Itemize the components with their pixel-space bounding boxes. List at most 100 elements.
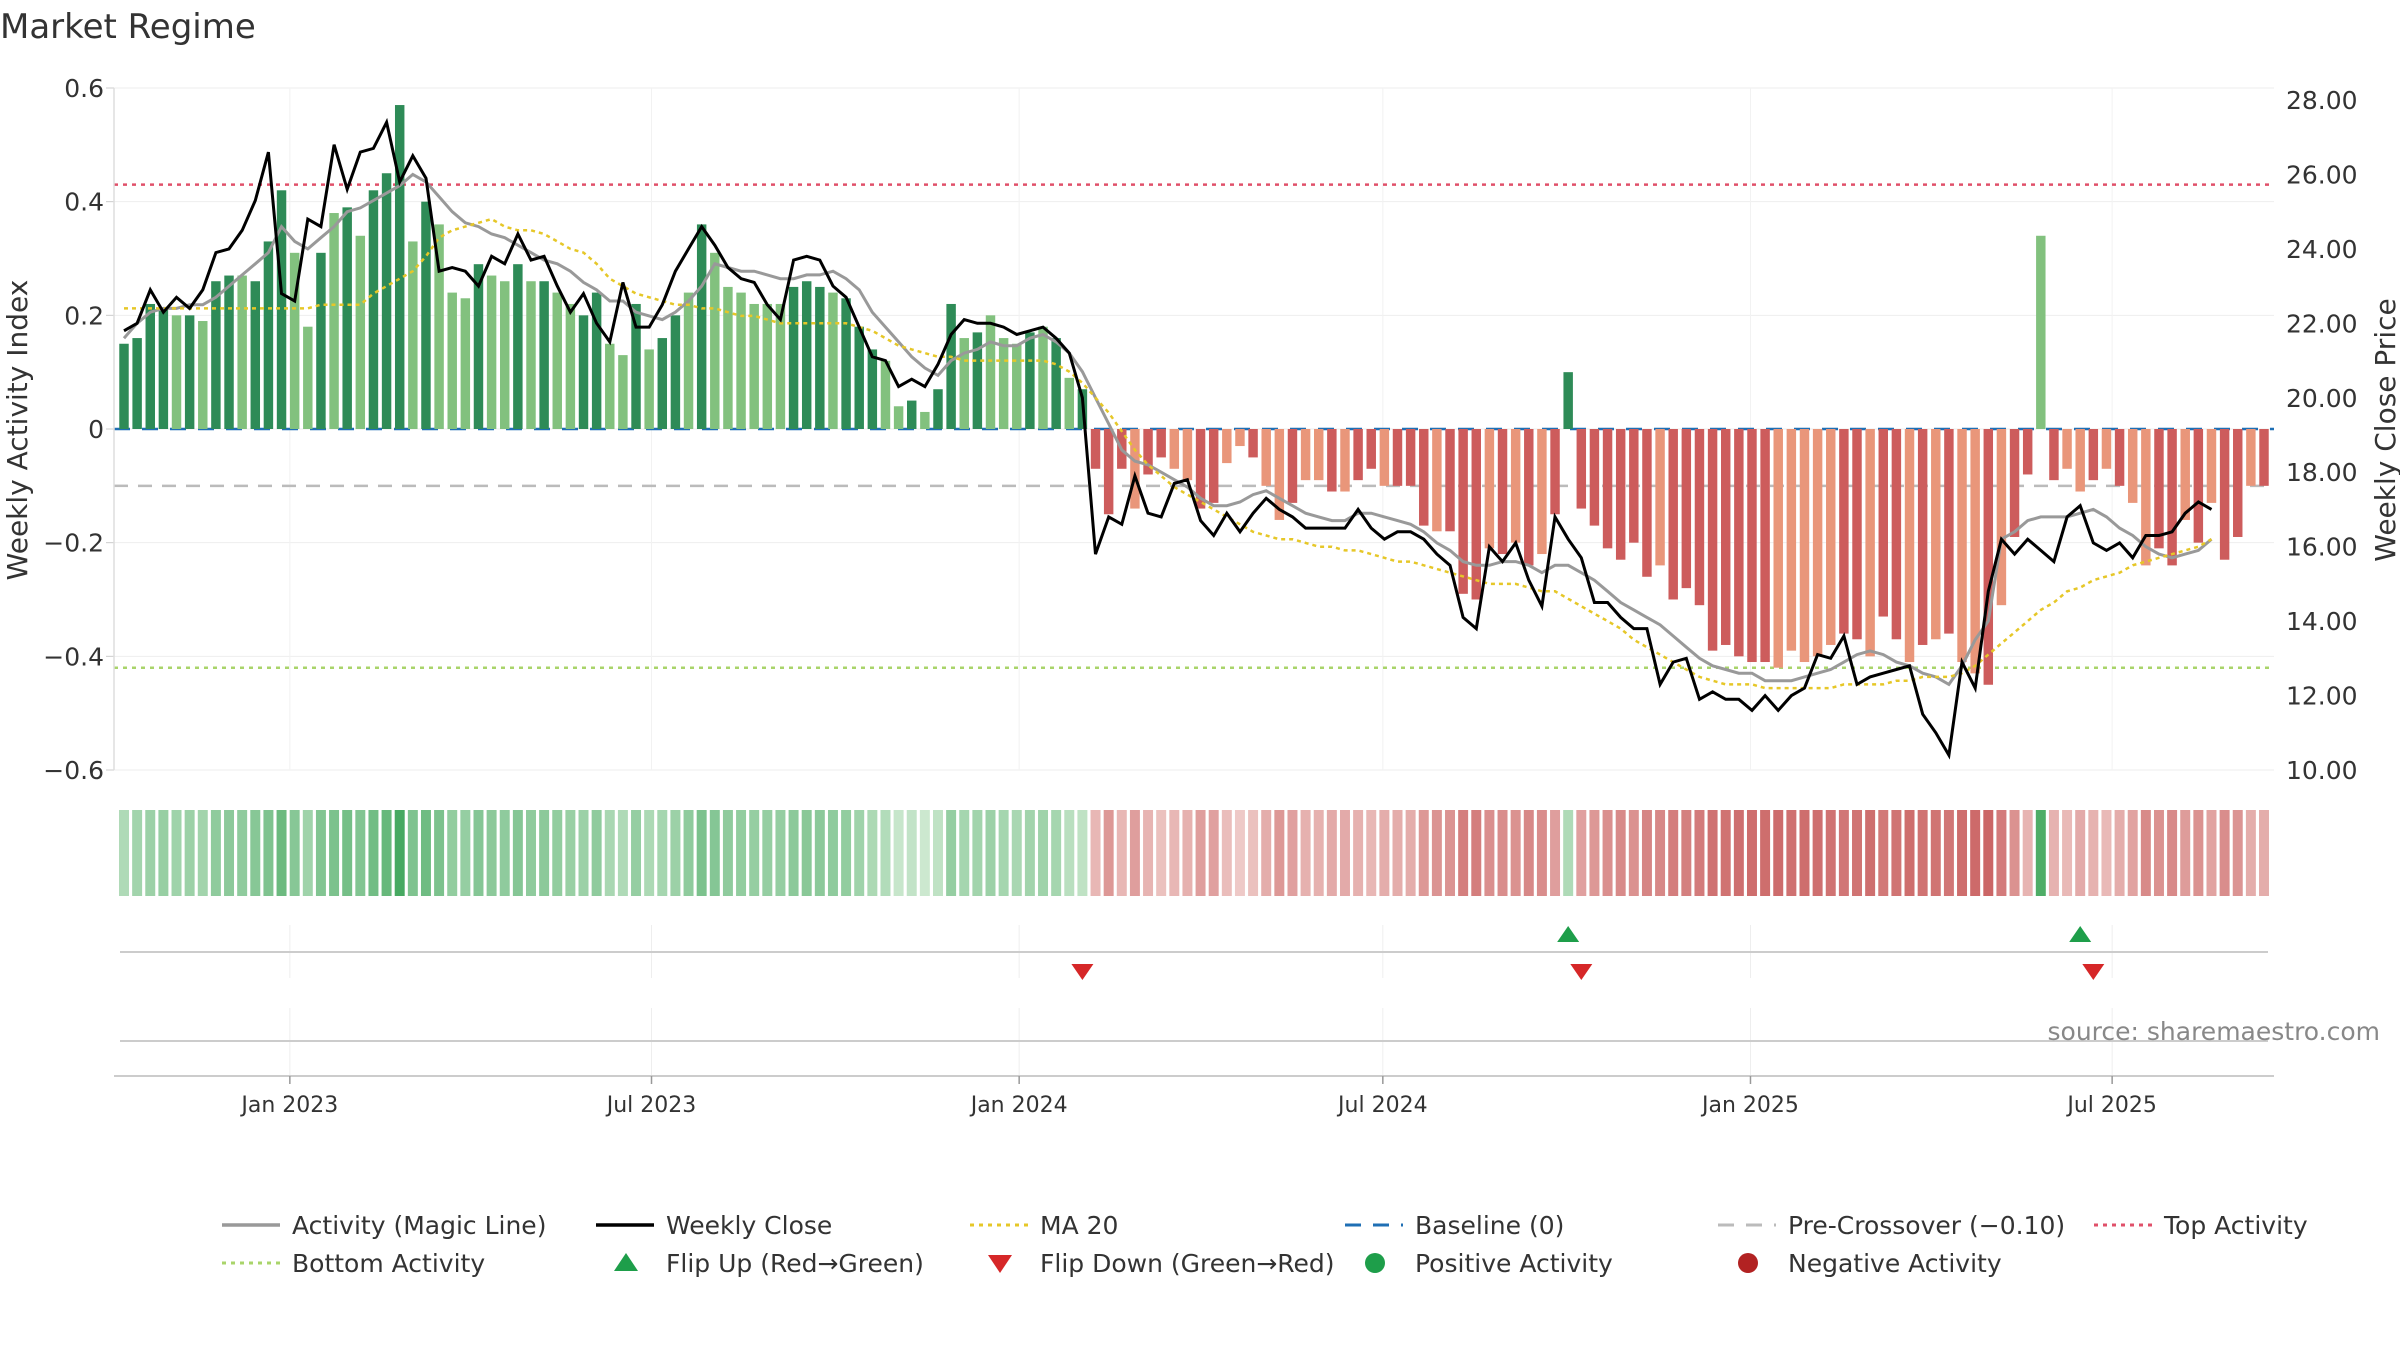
legend-item: Activity (Magic Line)	[222, 1211, 546, 1240]
regime-strip-cell	[1865, 810, 1876, 896]
activity-bar	[2101, 429, 2112, 469]
legend-item: Weekly Close	[596, 1211, 832, 1240]
regime-strip-cell	[709, 810, 720, 896]
activity-bar	[355, 235, 366, 429]
activity-bar	[2088, 429, 2099, 481]
activity-bar	[710, 252, 720, 429]
y-right-tick-label: 28.00	[2286, 86, 2358, 115]
activity-bar	[749, 303, 759, 429]
activity-bar	[1274, 429, 1285, 520]
regime-strip-cell	[1313, 810, 1324, 896]
legend-label: Pre-Crossover (−0.10)	[1788, 1211, 2065, 1240]
activity-bar	[959, 338, 969, 429]
activity-bar	[2022, 429, 2033, 475]
regime-strip-cell	[447, 810, 458, 896]
regime-strip-cell	[2075, 810, 2086, 896]
activity-bar	[1432, 429, 1442, 532]
regime-strip-cell	[2153, 810, 2164, 896]
activity-dots-panel	[114, 1008, 2274, 1077]
activity-bar	[552, 292, 562, 429]
activity-bar	[289, 252, 300, 429]
activity-bar	[1720, 429, 1731, 645]
activity-bar	[276, 190, 287, 429]
regime-strip-cell	[1392, 810, 1403, 896]
regime-strip-cell	[486, 810, 497, 896]
regime-strip-cell	[854, 810, 865, 896]
regime-strip-cell	[683, 810, 694, 896]
activity-bar	[303, 326, 313, 429]
chart-title: Market Regime	[0, 7, 256, 47]
regime-strip-cell	[775, 810, 786, 896]
legend: Activity (Magic Line) Weekly Close MA 20 Ba…	[222, 1211, 2308, 1278]
activity-bar	[1944, 429, 1954, 634]
y-right-tick-label: 14.00	[2286, 607, 2358, 636]
regime-strip-cell	[1838, 810, 1849, 896]
regime-strip-cell	[1418, 810, 1429, 896]
activity-bar	[1917, 429, 1928, 645]
regime-strip-cell	[158, 810, 169, 896]
activity-bar	[2154, 429, 2164, 549]
activity-bar	[1865, 429, 1875, 657]
activity-bar	[263, 241, 274, 429]
activity-bar	[1169, 429, 1180, 469]
activity-bar	[1445, 429, 1455, 532]
regime-strip-cell	[1983, 810, 1994, 896]
regime-strip-cell	[1379, 810, 1390, 896]
activity-bar	[513, 264, 523, 429]
activity-bar	[1313, 429, 1324, 481]
regime-strip-cell	[171, 810, 182, 896]
activity-bar	[946, 303, 956, 429]
activity-bar	[1602, 429, 1613, 549]
regime-strip-cell	[224, 810, 235, 896]
regime-strip-cell	[565, 810, 576, 896]
regime-strip-cell	[1011, 810, 1022, 896]
regime-strip-cell	[1773, 810, 1784, 896]
regime-strip-cell	[1720, 810, 1731, 896]
regime-strip-cell	[2167, 810, 2178, 896]
activity-bar	[1261, 429, 1271, 486]
activity-bar	[972, 332, 983, 429]
activity-bar	[1327, 429, 1337, 492]
activity-bar	[1642, 429, 1652, 577]
regime-strip-cell	[1681, 810, 1692, 896]
activity-bar	[2233, 429, 2243, 537]
activity-bar	[368, 190, 379, 429]
regime-strip-cell	[985, 810, 996, 896]
regime-strip-cell	[1129, 810, 1140, 896]
activity-bar	[985, 315, 996, 429]
activity-bar	[473, 264, 484, 429]
regime-strip-cell	[1602, 810, 1613, 896]
activity-bar	[250, 281, 261, 429]
y-right-tick-label: 22.00	[2286, 309, 2358, 338]
activity-bar	[828, 292, 838, 429]
activity-bar	[867, 349, 878, 429]
activity-bar	[500, 281, 510, 429]
activity-bar	[198, 321, 208, 429]
activity-bar	[1786, 429, 1797, 651]
activity-bar	[591, 292, 602, 429]
regime-strip-cell	[1641, 810, 1652, 896]
regime-strip-cell	[420, 810, 431, 896]
regime-strip-cell	[145, 810, 156, 896]
activity-bar	[683, 292, 694, 429]
activity-bar	[605, 343, 615, 429]
activity-bar	[815, 286, 825, 429]
regime-strip-cell	[1366, 810, 1377, 896]
regime-strip-cell	[1904, 810, 1915, 896]
regime-strip-cell	[1760, 810, 1771, 896]
legend-swatch-dot	[1365, 1253, 1385, 1273]
regime-strip-cell	[1261, 810, 1272, 896]
x-tick-label: Jan 2023	[239, 1093, 338, 1118]
regime-strip-cell	[722, 810, 733, 896]
activity-bar	[1353, 429, 1363, 481]
activity-bar	[1248, 429, 1258, 458]
activity-bar	[1497, 429, 1508, 555]
activity-bar	[920, 411, 930, 429]
activity-bar	[119, 343, 129, 429]
activity-bar	[841, 298, 851, 429]
ma20-series	[124, 217, 2213, 690]
activity-bar	[184, 315, 195, 429]
activity-bar	[1563, 372, 1573, 429]
regime-strip-cell	[959, 810, 970, 896]
legend-label: Top Activity	[2163, 1211, 2308, 1240]
